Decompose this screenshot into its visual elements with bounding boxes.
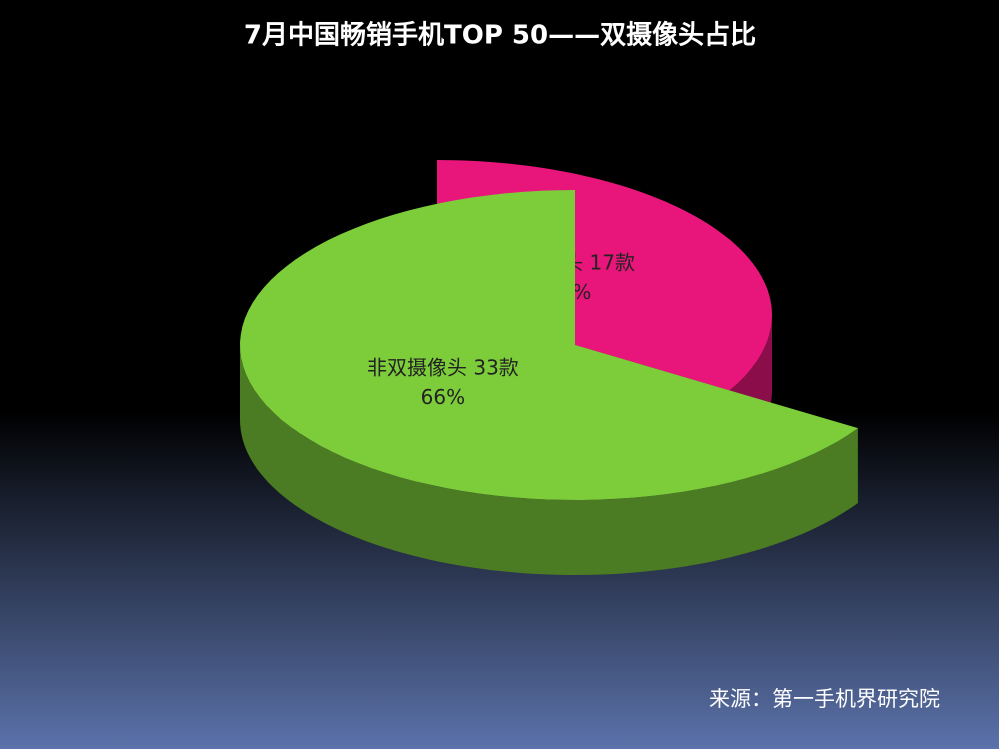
count-label: 17款 — [590, 250, 635, 274]
slice: 非双摄像头 33款 66% — [240, 190, 858, 575]
source-note: 来源：第一手机界研究院 — [709, 687, 940, 711]
value-label: 66% — [421, 385, 465, 409]
count-label: 33款 — [473, 355, 518, 379]
slice-side — [240, 345, 858, 575]
chart-title: 7月中国畅销手机TOP 50——双摄像头占比 — [244, 21, 756, 51]
slice-top — [240, 190, 858, 500]
slice-label: 非双摄像头 33款 — [367, 355, 519, 379]
category-label: 非双摄像头 — [367, 355, 467, 379]
